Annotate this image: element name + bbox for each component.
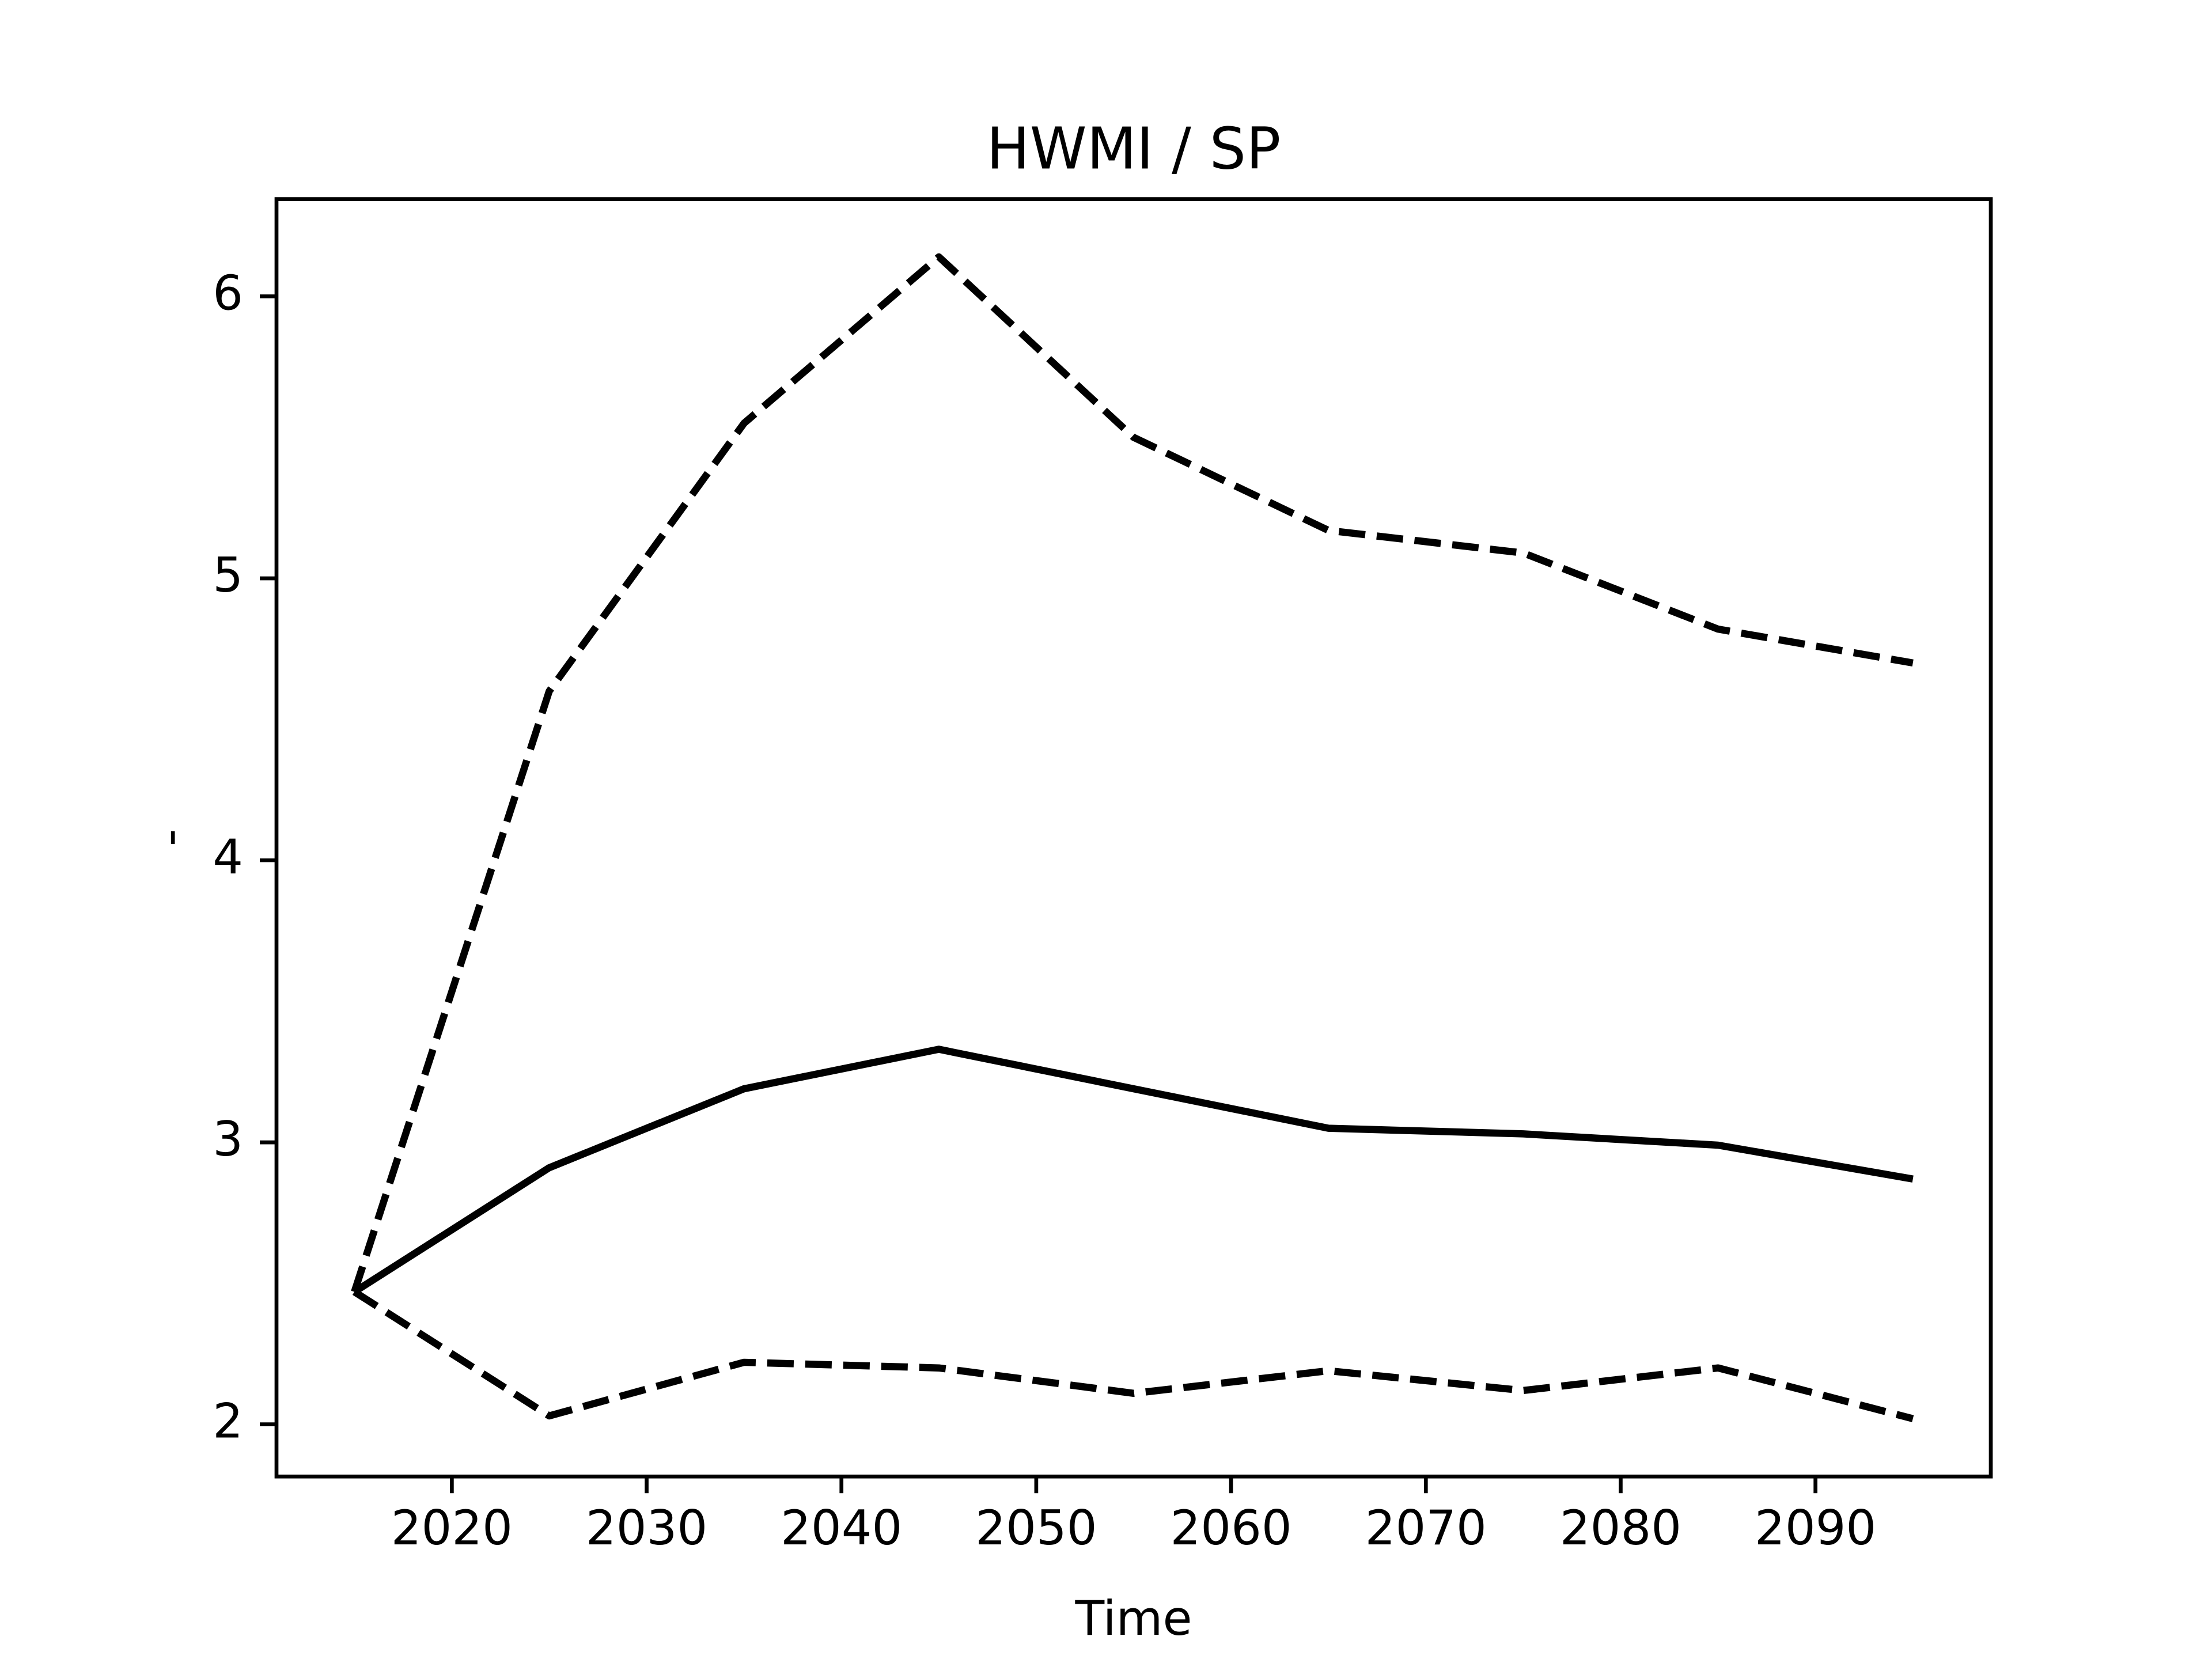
x-tick-label: 2040 bbox=[781, 1500, 902, 1556]
x-tick-label: 2030 bbox=[586, 1500, 707, 1556]
x-tick-label: 2020 bbox=[391, 1500, 513, 1556]
y-axis-label: - bbox=[142, 829, 198, 846]
x-tick-label: 2050 bbox=[975, 1500, 1097, 1556]
chart-title: HWMI / SP bbox=[987, 115, 1281, 182]
x-tick-label: 2070 bbox=[1365, 1500, 1487, 1556]
series-line bbox=[352, 1046, 1914, 1295]
x-tick-label: 2080 bbox=[1560, 1500, 1681, 1556]
axes-frame bbox=[274, 197, 1993, 1479]
y-tick-label: 4 bbox=[213, 830, 243, 885]
y-tick-label: 6 bbox=[213, 265, 243, 321]
series-line bbox=[351, 253, 1914, 1293]
x-axis-label: Time bbox=[1074, 1590, 1192, 1646]
y-tick-label: 3 bbox=[213, 1111, 243, 1167]
y-tick-label: 5 bbox=[213, 547, 243, 603]
x-tick-label: 2060 bbox=[1170, 1500, 1291, 1556]
x-tick-label: 2090 bbox=[1755, 1500, 1876, 1556]
y-tick-label: 2 bbox=[213, 1393, 243, 1449]
series-line bbox=[352, 1289, 1914, 1422]
